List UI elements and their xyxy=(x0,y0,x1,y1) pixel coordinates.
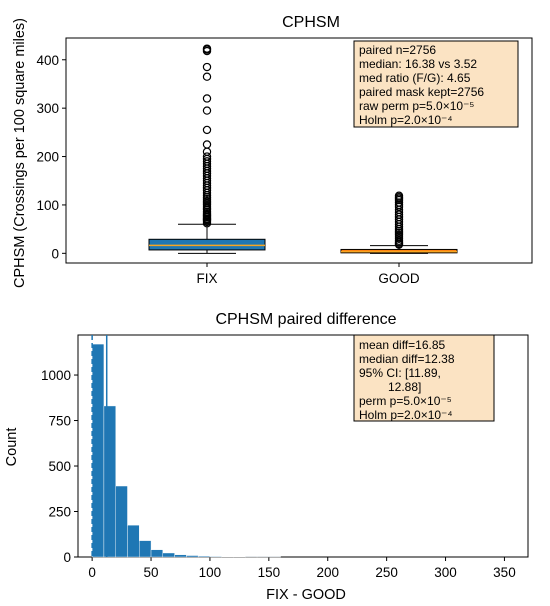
outlier-point xyxy=(202,140,212,149)
outlier-point xyxy=(394,191,404,200)
boxplot-title: CPHSM xyxy=(282,14,340,31)
y-tick-label: 300 xyxy=(36,101,59,116)
boxplot-frame xyxy=(65,37,533,264)
histogram-ylabel: Count xyxy=(4,428,20,467)
histogram-annotation-line: perm p=5.0×10⁻⁵ xyxy=(359,394,452,408)
x-tick-label: 300 xyxy=(434,565,457,580)
histogram-bar xyxy=(139,540,152,558)
boxplot-annotation-line: paired n=2756 xyxy=(359,43,436,57)
x-tick-label: 250 xyxy=(375,565,398,580)
boxplot-axes: 0 100 200 300 400 FIX GOOD xyxy=(36,37,533,286)
outlier-point xyxy=(202,157,212,166)
x-tick-label: GOOD xyxy=(378,271,420,286)
boxplot-annotation-line: paired mask kept=2756 xyxy=(359,85,484,99)
x-tick-label: 200 xyxy=(316,565,339,580)
histogram-annotation: mean diff=16.85 median diff=12.38 95% CI… xyxy=(353,334,495,422)
histogram-bar xyxy=(186,555,199,558)
histogram-chart: CPHSM paired difference FIX - GOOD Count… xyxy=(4,311,529,603)
y-tick-label: 750 xyxy=(48,414,71,429)
x-tick-label: 150 xyxy=(258,565,281,580)
outlier-point xyxy=(202,125,212,135)
y-tick-label: 100 xyxy=(36,198,59,213)
x-tick-label: 100 xyxy=(199,565,222,580)
y-tick-label: 0 xyxy=(63,550,71,565)
boxplot-annotation-line: median: 16.38 vs 3.52 xyxy=(359,57,477,71)
y-tick-label: 500 xyxy=(48,459,71,474)
histogram-bar xyxy=(197,555,211,558)
histogram-bar xyxy=(103,405,116,558)
histogram-annotation-line: 95% CI: [11.89, xyxy=(359,366,441,380)
x-tick-label: FIX xyxy=(196,271,217,286)
histogram-bar xyxy=(127,524,140,558)
boxplot-chart: CPHSM CPHSM (Crossings per 100 square mi… xyxy=(12,14,533,288)
boxplot-annotation-line: raw perm p=5.0×10⁻⁵ xyxy=(359,99,474,113)
histogram-annotation-line: Holm p=2.0×10⁻⁴ xyxy=(359,408,453,422)
histogram-annotation-line: mean diff=16.85 xyxy=(359,338,446,352)
histogram-axes: 0 250 500 750 1000 0 50 100 150 200 250 300 350 xyxy=(41,334,529,580)
histogram-frame xyxy=(77,334,529,558)
x-tick-label: 0 xyxy=(88,565,96,580)
histogram-bar xyxy=(162,552,175,558)
histogram-bar xyxy=(174,554,187,558)
histogram-title: CPHSM paired difference xyxy=(215,311,396,328)
box-fix xyxy=(148,238,266,251)
outlier-point xyxy=(202,94,212,103)
boxplot-annotation: paired n=2756 median: 16.38 vs 3.52 med … xyxy=(353,40,519,128)
outlier-point xyxy=(202,147,212,156)
histogram-xlabel: FIX - GOOD xyxy=(266,587,346,603)
outlier-point xyxy=(202,44,212,53)
histogram-bar xyxy=(209,556,222,558)
y-tick-label: 400 xyxy=(36,53,59,68)
histogram-bar xyxy=(150,549,164,558)
histogram-annotation-box xyxy=(353,334,495,422)
y-tick-label: 1000 xyxy=(41,368,71,383)
outlier-point xyxy=(202,72,212,81)
y-tick-label: 200 xyxy=(36,150,59,165)
histogram-marks xyxy=(91,335,281,558)
histogram-annotation-line: median diff=12.38 xyxy=(359,352,455,366)
boxplot-annotation-box xyxy=(353,40,519,128)
histogram-bar xyxy=(115,485,128,558)
boxplot-annotation-line: Holm p=2.0×10⁻⁴ xyxy=(359,113,453,127)
histogram-bar xyxy=(91,343,105,558)
x-tick-label: 350 xyxy=(493,565,516,580)
boxplot-marks xyxy=(148,44,458,254)
boxplot-annotation-line: med ratio (F/G): 4.65 xyxy=(359,71,471,85)
y-tick-label: 250 xyxy=(48,505,71,520)
histogram-annotation-line: 12.88] xyxy=(388,380,421,394)
y-tick-label: 0 xyxy=(51,246,59,261)
boxplot-ylabel: CPHSM (Crossings per 100 square miles) xyxy=(12,18,28,288)
outlier-point xyxy=(202,106,212,115)
x-tick-label: 50 xyxy=(144,565,159,580)
outlier-point xyxy=(202,62,212,72)
outlier-point xyxy=(202,152,212,161)
